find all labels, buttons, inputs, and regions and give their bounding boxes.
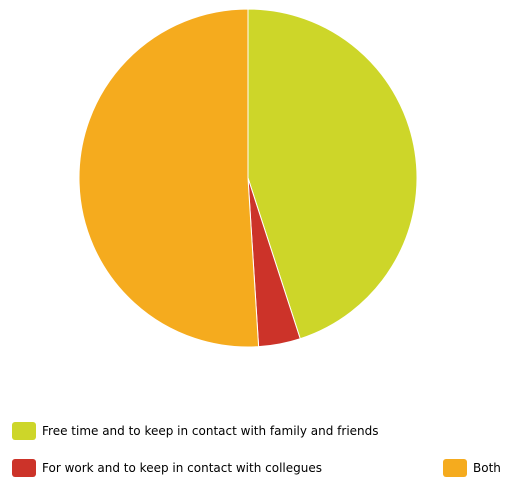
pie-slice-both — [78, 8, 260, 348]
legend-item-both: Both — [443, 459, 501, 477]
legend-label-work: For work and to keep in contact with col… — [42, 461, 322, 475]
pie-slice-free-time — [247, 8, 418, 340]
legend-swatch-both — [443, 459, 467, 477]
legend-swatch-work — [12, 459, 36, 477]
pie-chart — [78, 8, 418, 348]
legend-item-free-time: Free time and to keep in contact with fa… — [12, 422, 379, 440]
legend-label-free-time: Free time and to keep in contact with fa… — [42, 424, 379, 438]
legend-item-work: For work and to keep in contact with col… — [12, 459, 322, 477]
legend-label-both: Both — [473, 461, 501, 475]
legend-swatch-free-time — [12, 422, 36, 440]
